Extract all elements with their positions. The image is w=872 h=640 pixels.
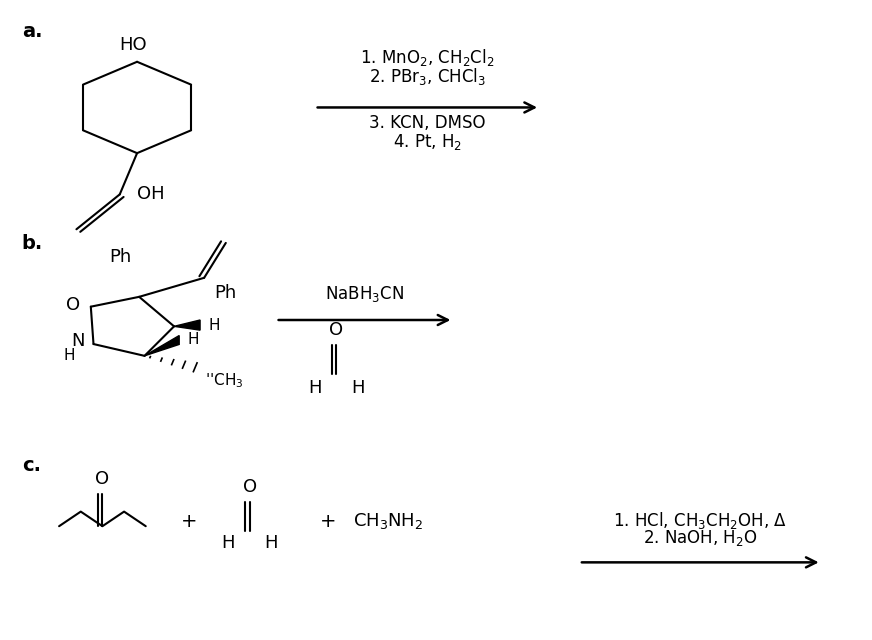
Text: +: +	[319, 511, 336, 531]
Text: H: H	[264, 534, 278, 552]
Text: H: H	[308, 379, 322, 397]
Text: +: +	[181, 511, 197, 531]
Text: 4. Pt, H$_2$: 4. Pt, H$_2$	[392, 132, 462, 152]
Text: H: H	[208, 317, 221, 333]
Text: 3. KCN, DMSO: 3. KCN, DMSO	[369, 114, 486, 132]
Text: CH$_3$NH$_2$: CH$_3$NH$_2$	[353, 511, 424, 531]
Text: N: N	[72, 332, 85, 350]
Text: H: H	[221, 534, 235, 552]
Text: NaBH$_3$CN: NaBH$_3$CN	[325, 284, 405, 304]
Text: 1. HCl, CH$_3$CH$_2$OH, $\Delta$: 1. HCl, CH$_3$CH$_2$OH, $\Delta$	[613, 509, 787, 531]
Text: 2. PBr$_3$, CHCl$_3$: 2. PBr$_3$, CHCl$_3$	[369, 65, 486, 86]
Text: 2. NaOH, H$_2$O: 2. NaOH, H$_2$O	[643, 529, 758, 548]
Text: O: O	[95, 470, 110, 488]
Text: O: O	[242, 477, 256, 496]
Text: OH: OH	[137, 186, 165, 204]
Text: Ph: Ph	[109, 248, 131, 266]
Polygon shape	[174, 320, 200, 330]
Text: c.: c.	[22, 456, 41, 476]
Text: O: O	[66, 296, 80, 314]
Text: O: O	[330, 321, 344, 339]
Text: b.: b.	[22, 234, 43, 253]
Text: ''CH$_3$: ''CH$_3$	[205, 372, 243, 390]
Polygon shape	[145, 335, 179, 356]
Text: Ph: Ph	[215, 284, 237, 302]
Text: H: H	[64, 348, 75, 363]
Text: HO: HO	[119, 36, 146, 54]
Text: a.: a.	[22, 22, 43, 41]
Text: H: H	[351, 379, 364, 397]
Text: 1. MnO$_2$, CH$_2$Cl$_2$: 1. MnO$_2$, CH$_2$Cl$_2$	[360, 47, 494, 68]
Text: H: H	[187, 333, 200, 348]
